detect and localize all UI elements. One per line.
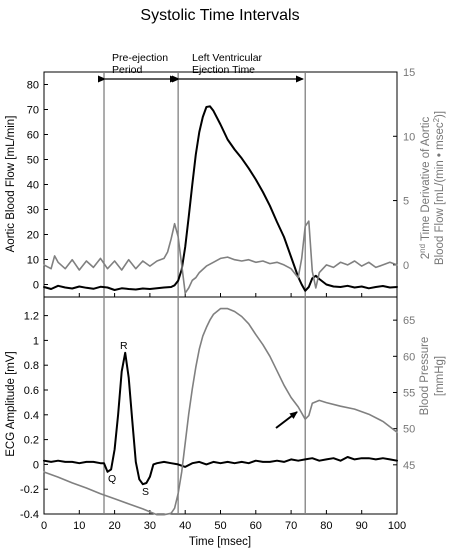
pre-ejection-label-line1: Pre-ejection: [112, 52, 168, 64]
r-wave-label: R: [120, 340, 128, 352]
left-y-tick-label: 50: [27, 155, 39, 167]
left-y-tick-label: 0.6: [24, 385, 39, 397]
right-y-tick-label: 45: [403, 460, 415, 472]
right-y-tick-label: 55: [403, 387, 415, 399]
flow-second-derivative-line: [43, 220, 398, 294]
left-y-tick-label: -0.4: [20, 509, 39, 521]
q-wave-label: Q: [108, 473, 116, 485]
left-y-tick-label: 0.2: [24, 435, 39, 447]
x-tick-label: 90: [356, 520, 368, 532]
right-y-tick-label: 60: [403, 351, 415, 363]
right-y-tick-label: 50: [403, 424, 415, 436]
top-left-axis-label: Aortic Blood Flow [mL/min]: [5, 116, 17, 253]
top-right-axis-label-line2: Blood Flow [mL/(min • msec2)]: [432, 111, 447, 265]
x-axis-label: Time [msec]: [189, 536, 251, 548]
left-y-tick-label: 80: [27, 80, 39, 92]
x-tick-label: 40: [179, 520, 191, 532]
x-tick-label: 60: [250, 520, 262, 532]
aortic-flow-line: [43, 105, 398, 292]
x-tick-label: 30: [144, 520, 156, 532]
lvet-label-line2: Ejection Time: [192, 64, 255, 76]
bottom-left-axis-label: ECG Amplitude [mV]: [5, 351, 17, 456]
s-wave-label: S: [142, 486, 149, 498]
x-tick-label: 80: [320, 520, 332, 532]
x-tick-label: 70: [285, 520, 297, 532]
x-tick-label: 10: [73, 520, 85, 532]
left-y-tick-label: 0.8: [24, 360, 39, 372]
ecg-line: [43, 351, 398, 486]
chart-title: Systolic Time Intervals: [140, 7, 299, 24]
right-y-tick-label: 10: [403, 131, 415, 143]
left-y-tick-label: 1: [33, 335, 39, 347]
bottom-right-axis-label-unit: [mmHg]: [434, 356, 446, 396]
left-y-tick-label: 10: [27, 255, 39, 267]
right-y-tick-label: 15: [403, 67, 415, 79]
x-tick-label: 50: [214, 520, 226, 532]
left-y-tick-label: 1.2: [24, 311, 39, 323]
left-y-tick-label: 0: [33, 459, 39, 471]
dicrotic-notch-arrow: [275, 411, 298, 429]
right-y-tick-label: 65: [403, 315, 415, 327]
left-y-tick-label: 70: [27, 105, 39, 117]
lvet-label-line1: Left Ventricular: [192, 52, 263, 64]
left-y-tick-label: 20: [27, 230, 39, 242]
pre-ejection-label-line2: Period: [112, 64, 143, 76]
left-y-tick-label: 0.4: [24, 410, 39, 422]
right-y-tick-label: 0: [403, 260, 409, 272]
bottom-right-axis-label: Blood Pressure: [419, 337, 431, 416]
left-y-tick-label: 0: [33, 280, 39, 292]
left-y-tick-label: 30: [27, 205, 39, 217]
left-y-tick-label: 60: [27, 130, 39, 142]
x-tick-label: 0: [41, 520, 47, 532]
blood-pressure-line: [43, 307, 398, 516]
left-y-tick-label: 40: [27, 180, 39, 192]
right-y-tick-label: 5: [403, 196, 409, 208]
x-tick-label: 100: [388, 520, 406, 532]
x-tick-label: 20: [108, 520, 120, 532]
top-right-axis-label: 2nd Time Derivative of Aortic: [418, 117, 433, 260]
left-y-tick-label: -0.2: [20, 484, 39, 496]
bottom-plot-area: [43, 296, 398, 515]
